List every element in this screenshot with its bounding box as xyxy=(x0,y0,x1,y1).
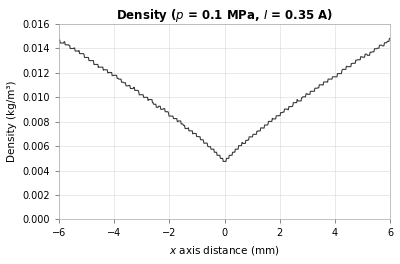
X-axis label: $x$ axis distance (mm): $x$ axis distance (mm) xyxy=(169,244,280,257)
Title: Density ($p$ = 0.1 MPa, $I$ = 0.35 A): Density ($p$ = 0.1 MPa, $I$ = 0.35 A) xyxy=(116,7,333,24)
Y-axis label: Density (kg/m³): Density (kg/m³) xyxy=(7,81,17,162)
